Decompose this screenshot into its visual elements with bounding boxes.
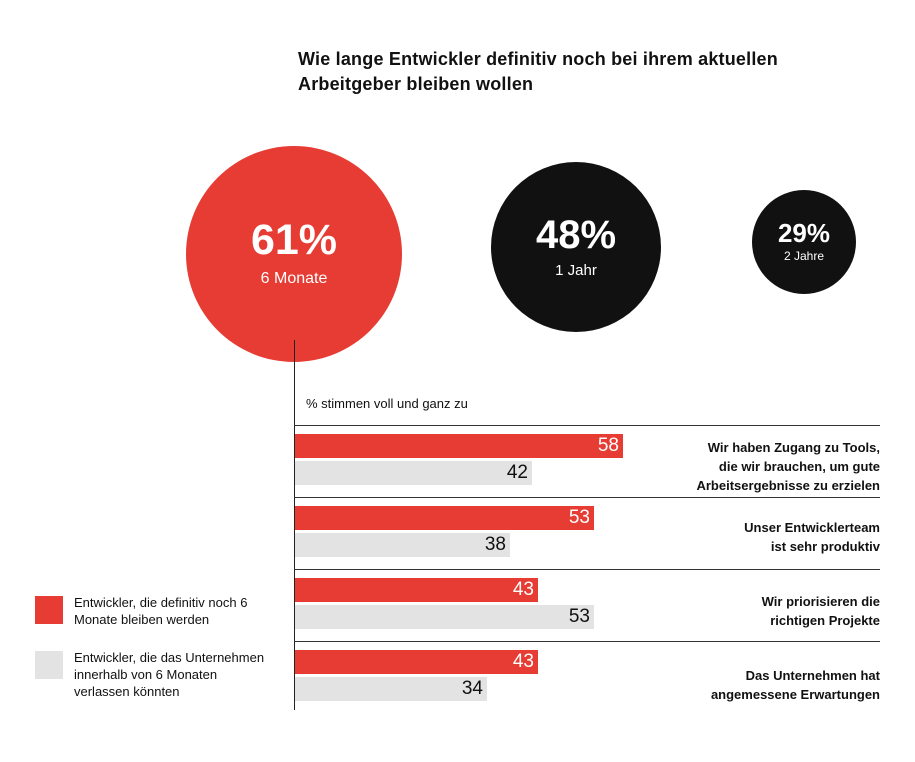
row-separator [294, 569, 880, 570]
circle-percentage: 48% [535, 212, 617, 257]
category-label: Wir haben Zugang zu Tools, die wir brauch… [696, 440, 880, 493]
bar-stay: 58 [295, 434, 623, 458]
circle-6-monate: 61% 6 Monate [186, 146, 402, 362]
bar-leave: 38 [295, 533, 510, 557]
category-label: Wir priorisieren die richtigen Projekte [761, 594, 880, 628]
legend-swatch-stay [35, 596, 63, 624]
legend-label-leave: Entwickler, die das Unternehmen innerhal… [74, 650, 265, 699]
chart-title: Wie lange Entwickler definitiv noch bei … [298, 49, 778, 94]
bar-value-label: 58 [597, 435, 619, 456]
legend-swatch-leave [35, 651, 63, 679]
circle-2-jahre: 29% 2 Jahre [752, 190, 856, 294]
bar-value-label: 38 [484, 534, 506, 555]
legend-label-stay: Entwickler, die definitiv noch 6 Monate … [74, 595, 248, 627]
bar-value-label: 43 [512, 579, 534, 600]
bar-leave: 42 [295, 461, 532, 485]
bar-stay: 43 [295, 650, 538, 674]
circle-percentage: 29% [777, 218, 831, 249]
bar-value-label: 42 [506, 462, 528, 483]
category-label: Unser Entwicklerteam ist sehr produktiv [744, 520, 880, 554]
circle-percentage: 61% [250, 216, 338, 265]
bar-value-label: 53 [568, 507, 590, 528]
bar-value-label: 34 [461, 678, 483, 699]
circle-1-jahr: 48% 1 Jahr [491, 162, 661, 332]
bar-value-label: 53 [568, 606, 590, 627]
row-separator [294, 425, 880, 426]
row-separator [294, 641, 880, 642]
axis-label: % stimmen voll und ganz zu [306, 396, 468, 411]
bar-leave: 34 [295, 677, 487, 701]
bar-stay: 53 [295, 506, 594, 530]
bar-leave: 53 [295, 605, 594, 629]
row-separator [294, 497, 880, 498]
circle-label: 1 Jahr [555, 261, 597, 279]
bar-stay: 43 [295, 578, 538, 602]
vertical-axis-line [294, 340, 295, 710]
circle-label: 6 Monate [260, 270, 328, 288]
category-label: Das Unternehmen hat angemessene Erwartung… [710, 668, 880, 702]
circle-label: 2 Jahre [783, 249, 825, 264]
bar-value-label: 43 [512, 651, 534, 672]
